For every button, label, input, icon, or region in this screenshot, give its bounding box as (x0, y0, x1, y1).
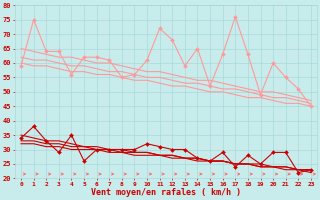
X-axis label: Vent moyen/en rafales ( km/h ): Vent moyen/en rafales ( km/h ) (91, 188, 241, 197)
